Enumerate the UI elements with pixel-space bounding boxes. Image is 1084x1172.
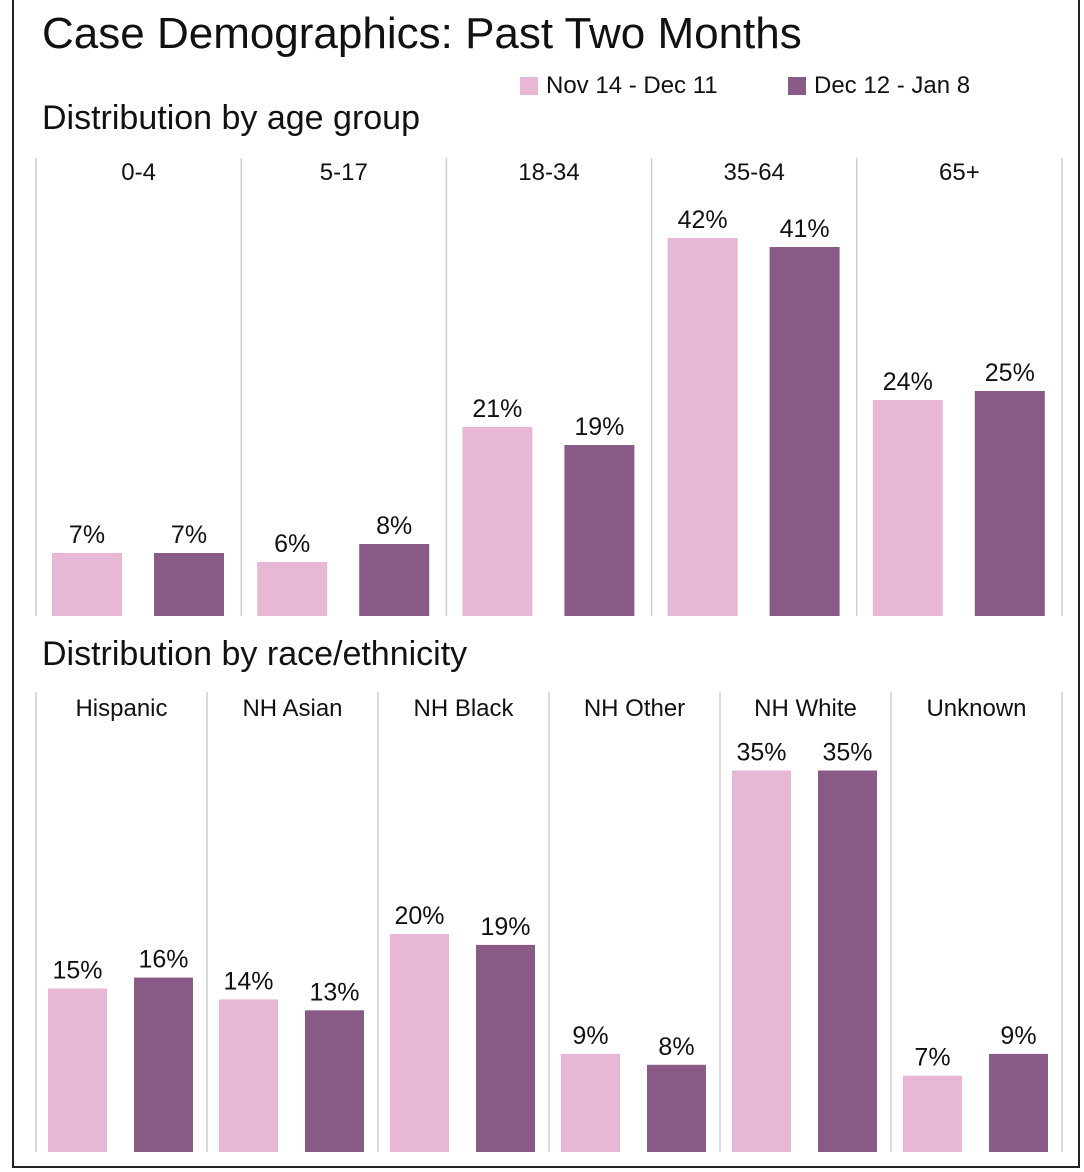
- race-value-label-hispanic-series-a: 15%: [52, 957, 102, 985]
- age-section-title: Distribution by age group: [42, 99, 421, 137]
- age-bar-5-17-series-a: [257, 562, 328, 616]
- race-value-label-nh-other-series-a: 9%: [572, 1022, 608, 1050]
- age-category-label-65plus: 65+: [939, 159, 980, 186]
- age-value-label-0-4-series-a: 7%: [69, 521, 105, 549]
- age-value-label-35-64-series-a: 42%: [678, 206, 728, 234]
- race-value-label-nh-white-series-a: 35%: [736, 739, 786, 767]
- race-bar-hispanic-series-a: [48, 988, 107, 1152]
- legend-item-series-b: Dec 12 - Jan 8: [788, 68, 970, 104]
- age-bar-65plus-series-a: [872, 400, 943, 616]
- race-category-label-hispanic: Hispanic: [75, 695, 167, 722]
- race-value-label-nh-asian-series-a: 14%: [223, 967, 273, 995]
- legend-item-series-a: Nov 14 - Dec 11: [520, 68, 718, 104]
- legend-label-series-a: Nov 14 - Dec 11: [546, 72, 718, 99]
- race-bar-nh-other-series-b: [647, 1064, 706, 1152]
- race-category-label-nh-black: NH Black: [413, 695, 514, 722]
- race-value-label-nh-white-series-b: 35%: [822, 739, 872, 767]
- age-bar-35-64-series-b: [769, 247, 840, 616]
- race-section-title: Distribution by race/ethnicity: [42, 635, 468, 673]
- race-bar-unknown-series-b: [989, 1053, 1048, 1152]
- legend-label-series-b: Dec 12 - Jan 8: [814, 72, 971, 99]
- age-bar-18-34-series-b: [564, 445, 635, 616]
- age-value-label-5-17-series-a: 6%: [274, 530, 310, 558]
- age-bar-35-64-series-a: [667, 238, 738, 616]
- race-value-label-nh-black-series-b: 19%: [480, 913, 530, 941]
- race-bar-nh-white-series-a: [732, 770, 791, 1152]
- race-category-label-nh-other: NH Other: [584, 695, 685, 722]
- race-value-label-nh-other-series-b: 8%: [658, 1033, 694, 1061]
- age-value-label-0-4-series-b: 7%: [171, 521, 207, 549]
- age-bar-65plus-series-b: [974, 391, 1045, 616]
- race-value-label-hispanic-series-b: 16%: [138, 946, 188, 974]
- chart-title: Case Demographics: Past Two Months: [42, 9, 802, 58]
- race-bar-nh-asian-series-b: [305, 1010, 364, 1152]
- age-value-label-35-64-series-b: 41%: [780, 215, 830, 243]
- race-bar-nh-other-series-a: [561, 1053, 620, 1152]
- race-bar-nh-white-series-b: [818, 770, 877, 1152]
- age-category-label-5-17: 5-17: [320, 159, 368, 186]
- age-category-label-0-4: 0-4: [121, 159, 156, 186]
- race-bar-nh-black-series-a: [390, 934, 449, 1152]
- race-category-label-nh-white: NH White: [754, 695, 857, 722]
- race-value-label-unknown-series-b: 9%: [1000, 1022, 1036, 1050]
- age-value-label-18-34-series-b: 19%: [574, 413, 624, 441]
- age-category-label-18-34: 18-34: [518, 159, 579, 186]
- age-category-label-35-64: 35-64: [724, 159, 785, 186]
- age-bar-18-34-series-a: [462, 427, 533, 616]
- legend-swatch-series-a: [520, 77, 538, 95]
- age-value-label-65plus-series-a: 24%: [883, 368, 933, 396]
- legend: Nov 14 - Dec 11 Dec 12 - Jan 8: [520, 68, 1040, 104]
- race-bar-hispanic-series-b: [134, 977, 193, 1152]
- race-bar-unknown-series-a: [903, 1075, 962, 1152]
- age-bar-0-4-series-a: [52, 553, 122, 616]
- legend-swatch-series-b: [788, 77, 806, 95]
- age-value-label-5-17-series-b: 8%: [376, 512, 412, 540]
- race-category-label-nh-asian: NH Asian: [242, 695, 342, 722]
- age-bar-0-4-series-b: [154, 553, 224, 616]
- race-category-label-unknown: Unknown: [926, 695, 1026, 722]
- age-value-label-18-34-series-a: 21%: [472, 395, 522, 423]
- race-bar-nh-black-series-b: [476, 944, 535, 1152]
- age-value-label-65plus-series-b: 25%: [985, 359, 1035, 387]
- race-value-label-nh-asian-series-b: 13%: [309, 978, 359, 1006]
- race-value-label-nh-black-series-a: 20%: [394, 902, 444, 930]
- age-bar-5-17-series-b: [359, 544, 430, 616]
- race-value-label-unknown-series-a: 7%: [914, 1044, 950, 1072]
- race-bar-nh-asian-series-a: [219, 999, 278, 1152]
